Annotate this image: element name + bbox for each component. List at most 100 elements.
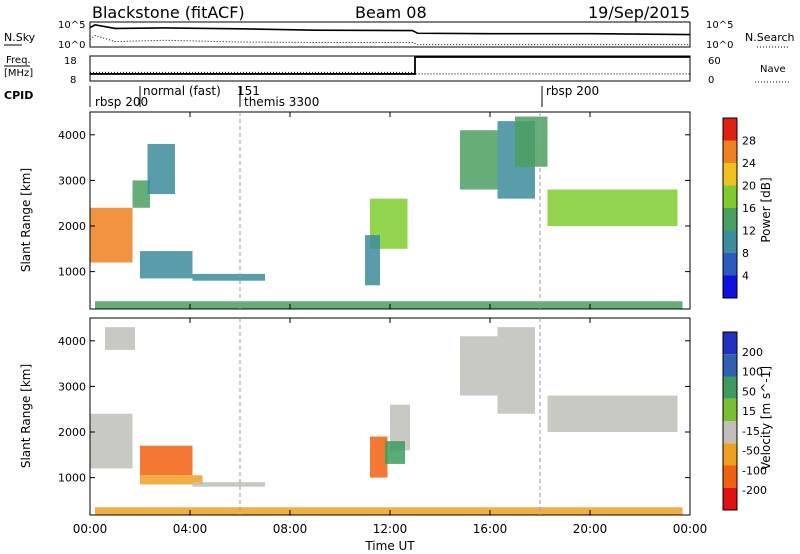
velocity-region-1 bbox=[105, 327, 135, 350]
noise-right-tick-high: 10^5 bbox=[706, 20, 733, 31]
power-colorbar-label: Power [dB] bbox=[759, 177, 773, 242]
velocity-heatmap bbox=[90, 327, 683, 515]
time-tick-label-2: 08:00 bbox=[273, 522, 308, 536]
velocity-ytick-label-2: 3000 bbox=[58, 380, 86, 393]
power-region-1 bbox=[132, 180, 150, 208]
noise-series-1 bbox=[89, 34, 690, 46]
time-axis-label: Time UT bbox=[364, 539, 415, 553]
cpid-label: CPID bbox=[4, 89, 33, 102]
time-tick-label-0: 00:00 bbox=[73, 522, 108, 536]
power-colorbar-swatch-4 bbox=[723, 208, 737, 231]
nave-tick-high: 60 bbox=[708, 56, 721, 67]
velocity-colorbar-tick-3: 15 bbox=[742, 405, 756, 418]
velocity-colorbar-swatch-5 bbox=[723, 443, 737, 466]
power-colorbar-tick-2: 20 bbox=[742, 180, 756, 193]
cpid-annotation-themis: themis 3300 bbox=[244, 95, 319, 109]
power-ytick-label-3: 4000 bbox=[58, 129, 86, 142]
velocity-ytick-label-0: 1000 bbox=[58, 472, 86, 485]
velocity-colorbar-tick-5: -50 bbox=[742, 445, 760, 458]
power-colorbar-swatch-1 bbox=[723, 140, 737, 163]
velocity-colorbar-swatch-7 bbox=[723, 487, 737, 510]
velocity-region-2 bbox=[140, 445, 193, 476]
noise-series-0 bbox=[89, 24, 691, 36]
cpid-annotation-151: 151 bbox=[237, 84, 260, 98]
cpid-annotation-rbsp-1: rbsp 200 bbox=[95, 95, 148, 109]
time-tick-label-1: 04:00 bbox=[173, 522, 208, 536]
power-colorbar-swatch-2 bbox=[723, 163, 737, 186]
velocity-region-5 bbox=[370, 436, 388, 478]
beam-title: Beam 08 bbox=[355, 3, 427, 22]
velocity-colorbar-tick-6: -100 bbox=[742, 464, 767, 477]
time-tick-label-6: 00:00 bbox=[673, 522, 708, 536]
date-title: 19/Sep/2015 bbox=[588, 3, 690, 22]
freq-label-line1: Freq. bbox=[6, 55, 31, 66]
power-region-6 bbox=[365, 235, 380, 286]
velocity-colorbar: 200 100 50 15 -15 -50 -100 -200 bbox=[722, 331, 767, 511]
power-region-2 bbox=[140, 251, 193, 279]
velocity-region-6 bbox=[390, 404, 410, 451]
freq-label-line2: [MHz] bbox=[4, 68, 33, 79]
velocity-colorbar-swatch-0 bbox=[723, 332, 737, 355]
velocity-axes: 1000 2000 3000 4000 bbox=[58, 318, 691, 515]
power-colorbar-tick-6: 4 bbox=[742, 270, 749, 283]
nave-tick-low: 0 bbox=[708, 75, 714, 86]
velocity-region-9 bbox=[497, 327, 535, 414]
noise-left-tick-low: 10^0 bbox=[58, 40, 85, 51]
time-tick-label-3: 12:00 bbox=[373, 522, 408, 536]
velocity-region-7 bbox=[385, 441, 405, 464]
time-axis: 00:00 04:00 08:00 12:00 16:00 20:00 00:00 bbox=[73, 522, 708, 536]
power-ytick-label-2: 3000 bbox=[58, 174, 86, 187]
station-title: Blackstone (fitACF) bbox=[92, 3, 245, 22]
freq-panel-frame bbox=[89, 55, 691, 82]
velocity-colorbar-label: Velocity [m s^-1] bbox=[759, 366, 773, 470]
power-region-4 bbox=[192, 273, 265, 281]
power-ytick-label-1: 2000 bbox=[58, 220, 86, 233]
velocity-region-11 bbox=[95, 507, 683, 515]
power-heatmap bbox=[90, 116, 683, 309]
velocity-region-8 bbox=[460, 336, 498, 396]
power-colorbar-tick-3: 16 bbox=[742, 202, 756, 215]
velocity-colorbar-frame bbox=[722, 331, 738, 511]
power-colorbar-tick-0: 28 bbox=[742, 135, 756, 148]
power-colorbar-swatch-5 bbox=[723, 230, 737, 253]
power-colorbar-tick-4: 12 bbox=[742, 225, 756, 238]
power-region-3 bbox=[147, 143, 175, 195]
velocity-region-4 bbox=[192, 482, 265, 487]
time-tick-label-4: 16:00 bbox=[473, 522, 508, 536]
velocity-colorbar-swatch-6 bbox=[723, 465, 737, 488]
velocity-colorbar-tick-4: -15 bbox=[742, 425, 760, 438]
velocity-region-10 bbox=[547, 395, 678, 433]
power-region-7 bbox=[460, 130, 498, 190]
velocity-colorbar-tick-7: -200 bbox=[742, 484, 767, 497]
power-ytick-label-0: 1000 bbox=[58, 266, 86, 279]
cpid-annotation-normal-fast: normal (fast) bbox=[143, 84, 221, 98]
velocity-region-3 bbox=[140, 475, 203, 485]
power-ylabel: Slant Range [km] bbox=[19, 168, 33, 272]
noise-series bbox=[89, 24, 691, 46]
noise-right-tick-low: 10^0 bbox=[706, 40, 733, 51]
velocity-colorbar-tick-1: 100 bbox=[742, 366, 763, 379]
power-colorbar-swatch-7 bbox=[723, 275, 737, 298]
power-colorbar-tick-5: 8 bbox=[742, 247, 749, 260]
power-region-9 bbox=[515, 116, 548, 167]
freq-tick-low: 8 bbox=[70, 75, 76, 86]
nave-label: Nave bbox=[760, 64, 786, 75]
power-region-11 bbox=[95, 301, 683, 309]
noise-left-tick-high: 10^5 bbox=[58, 20, 85, 31]
power-colorbar-frame bbox=[722, 117, 738, 299]
nave-series-line bbox=[90, 71, 690, 75]
velocity-ytick-label-3: 4000 bbox=[58, 335, 86, 348]
power-axes: 1000 2000 3000 4000 bbox=[58, 112, 691, 309]
velocity-colorbar-swatch-2 bbox=[723, 376, 737, 399]
power-colorbar-swatch-0 bbox=[723, 118, 737, 141]
freq-series bbox=[90, 56, 690, 75]
noise-right-label: N.Search bbox=[745, 31, 795, 44]
velocity-colorbar-tick-0: 200 bbox=[742, 346, 763, 359]
power-region-0 bbox=[90, 207, 133, 263]
power-colorbar: 28 24 20 16 12 8 4 bbox=[722, 117, 756, 299]
velocity-ytick-label-1: 2000 bbox=[58, 426, 86, 439]
velocity-colorbar-swatch-3 bbox=[723, 398, 737, 421]
freq-tick-high: 18 bbox=[64, 56, 77, 67]
